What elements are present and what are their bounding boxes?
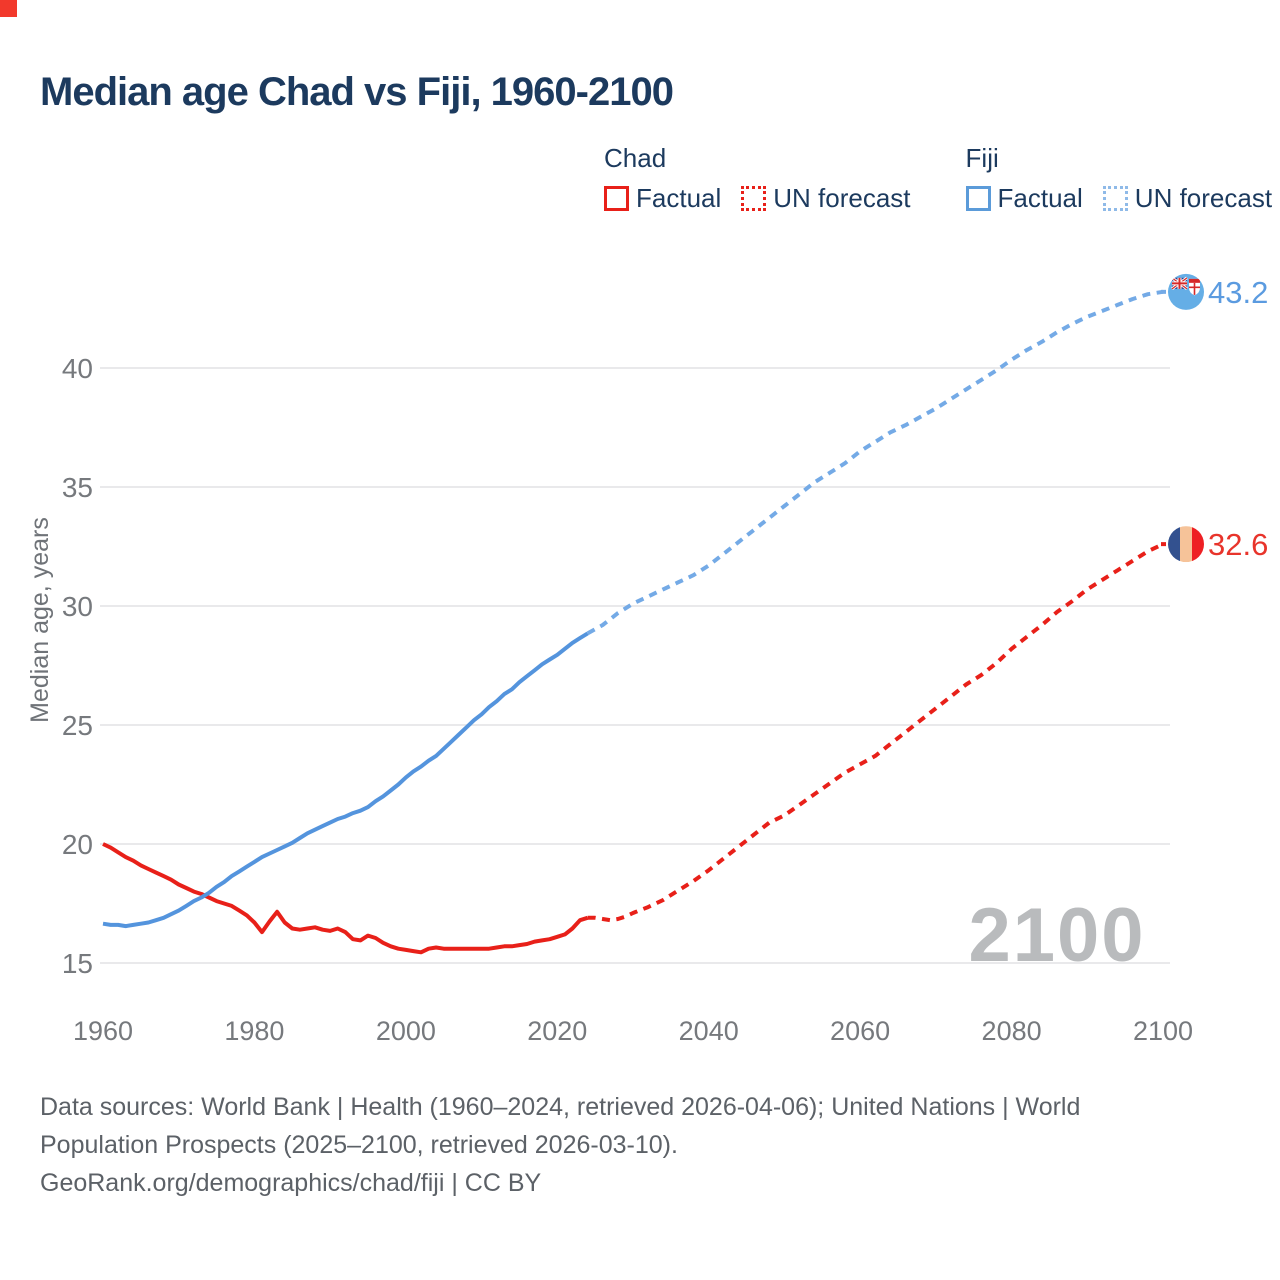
- watermark-year: 2100: [968, 893, 1145, 978]
- x-tick-label: 2100: [1133, 1016, 1193, 1046]
- fiji-factual-line: [102, 631, 589, 929]
- legend-group-fiji-label: Fiji: [965, 143, 999, 173]
- y-tick-label: 40: [62, 353, 93, 384]
- y-tick-label: 30: [62, 591, 93, 622]
- legend-item-chad-forecast: UN forecast: [741, 183, 911, 214]
- y-tick-label: 15: [62, 948, 93, 979]
- fiji-un-forecast-line: [586, 289, 1164, 636]
- footer-sources-text: Data sources: World Bank | Health (1960–…: [40, 1093, 1081, 1159]
- fiji-end-value-label: 43.2: [1208, 275, 1268, 310]
- footer-attribution-text: GeoRank.org/demographics/chad/fiji | CC …: [40, 1169, 542, 1197]
- median-age-line-chart: 15 20 25 30 35 40 1960 1980 2000 2020 2040 2060 2080…: [26, 273, 1268, 1046]
- x-tick-label: 1960: [73, 1016, 133, 1046]
- x-tick-label: 1980: [224, 1016, 284, 1046]
- y-tick-label: 20: [62, 829, 93, 860]
- fiji-factual-swatch-icon: [965, 186, 991, 211]
- legend-item-label: UN forecast: [1134, 183, 1273, 213]
- y-tick-label: 25: [62, 710, 93, 741]
- legend-item-fiji-forecast: UN forecast: [1102, 183, 1273, 214]
- y-axis-label: Median age, years: [26, 517, 54, 723]
- x-tick-label: 2060: [830, 1016, 890, 1046]
- chad-factual-line: [102, 842, 589, 955]
- x-tick-label: 2040: [679, 1016, 739, 1046]
- chad-forecast-swatch-icon: [741, 186, 767, 211]
- fiji-forecast-swatch-icon: [1102, 186, 1128, 211]
- data-sources-footer: Data sources: World Bank | Health (1960–…: [40, 1088, 1185, 1202]
- legend-item-fiji-factual: Factual: [965, 183, 1083, 214]
- fiji-flag-icon: [1168, 273, 1204, 310]
- legend-group-fiji: Fiji Factual UN forecast: [965, 143, 1273, 214]
- legend-item-label: UN forecast: [773, 183, 911, 213]
- chad-end-value-label: 32.6: [1208, 527, 1268, 562]
- chad-flag-icon: [1168, 526, 1204, 563]
- legend-group-chad: Chad Factual UN forecast: [604, 143, 911, 214]
- chad-factual-swatch-icon: [604, 186, 629, 211]
- legend-item-label: Factual: [997, 183, 1083, 213]
- chart-title: Median age Chad vs Fiji, 1960-2100: [40, 70, 674, 114]
- x-tick-label: 2000: [376, 1016, 436, 1046]
- legend: Chad Factual UN forecast Fiji Factual: [604, 143, 1272, 214]
- legend-item-chad-factual: Factual: [604, 183, 721, 214]
- corner-red-marker: [0, 0, 17, 17]
- x-tick-label: 2080: [982, 1016, 1042, 1046]
- x-tick-label: 2020: [527, 1016, 587, 1046]
- legend-item-label: Factual: [636, 183, 722, 213]
- chad-un-forecast-line: [587, 542, 1164, 923]
- y-tick-label: 35: [62, 472, 93, 503]
- legend-group-chad-label: Chad: [604, 143, 667, 173]
